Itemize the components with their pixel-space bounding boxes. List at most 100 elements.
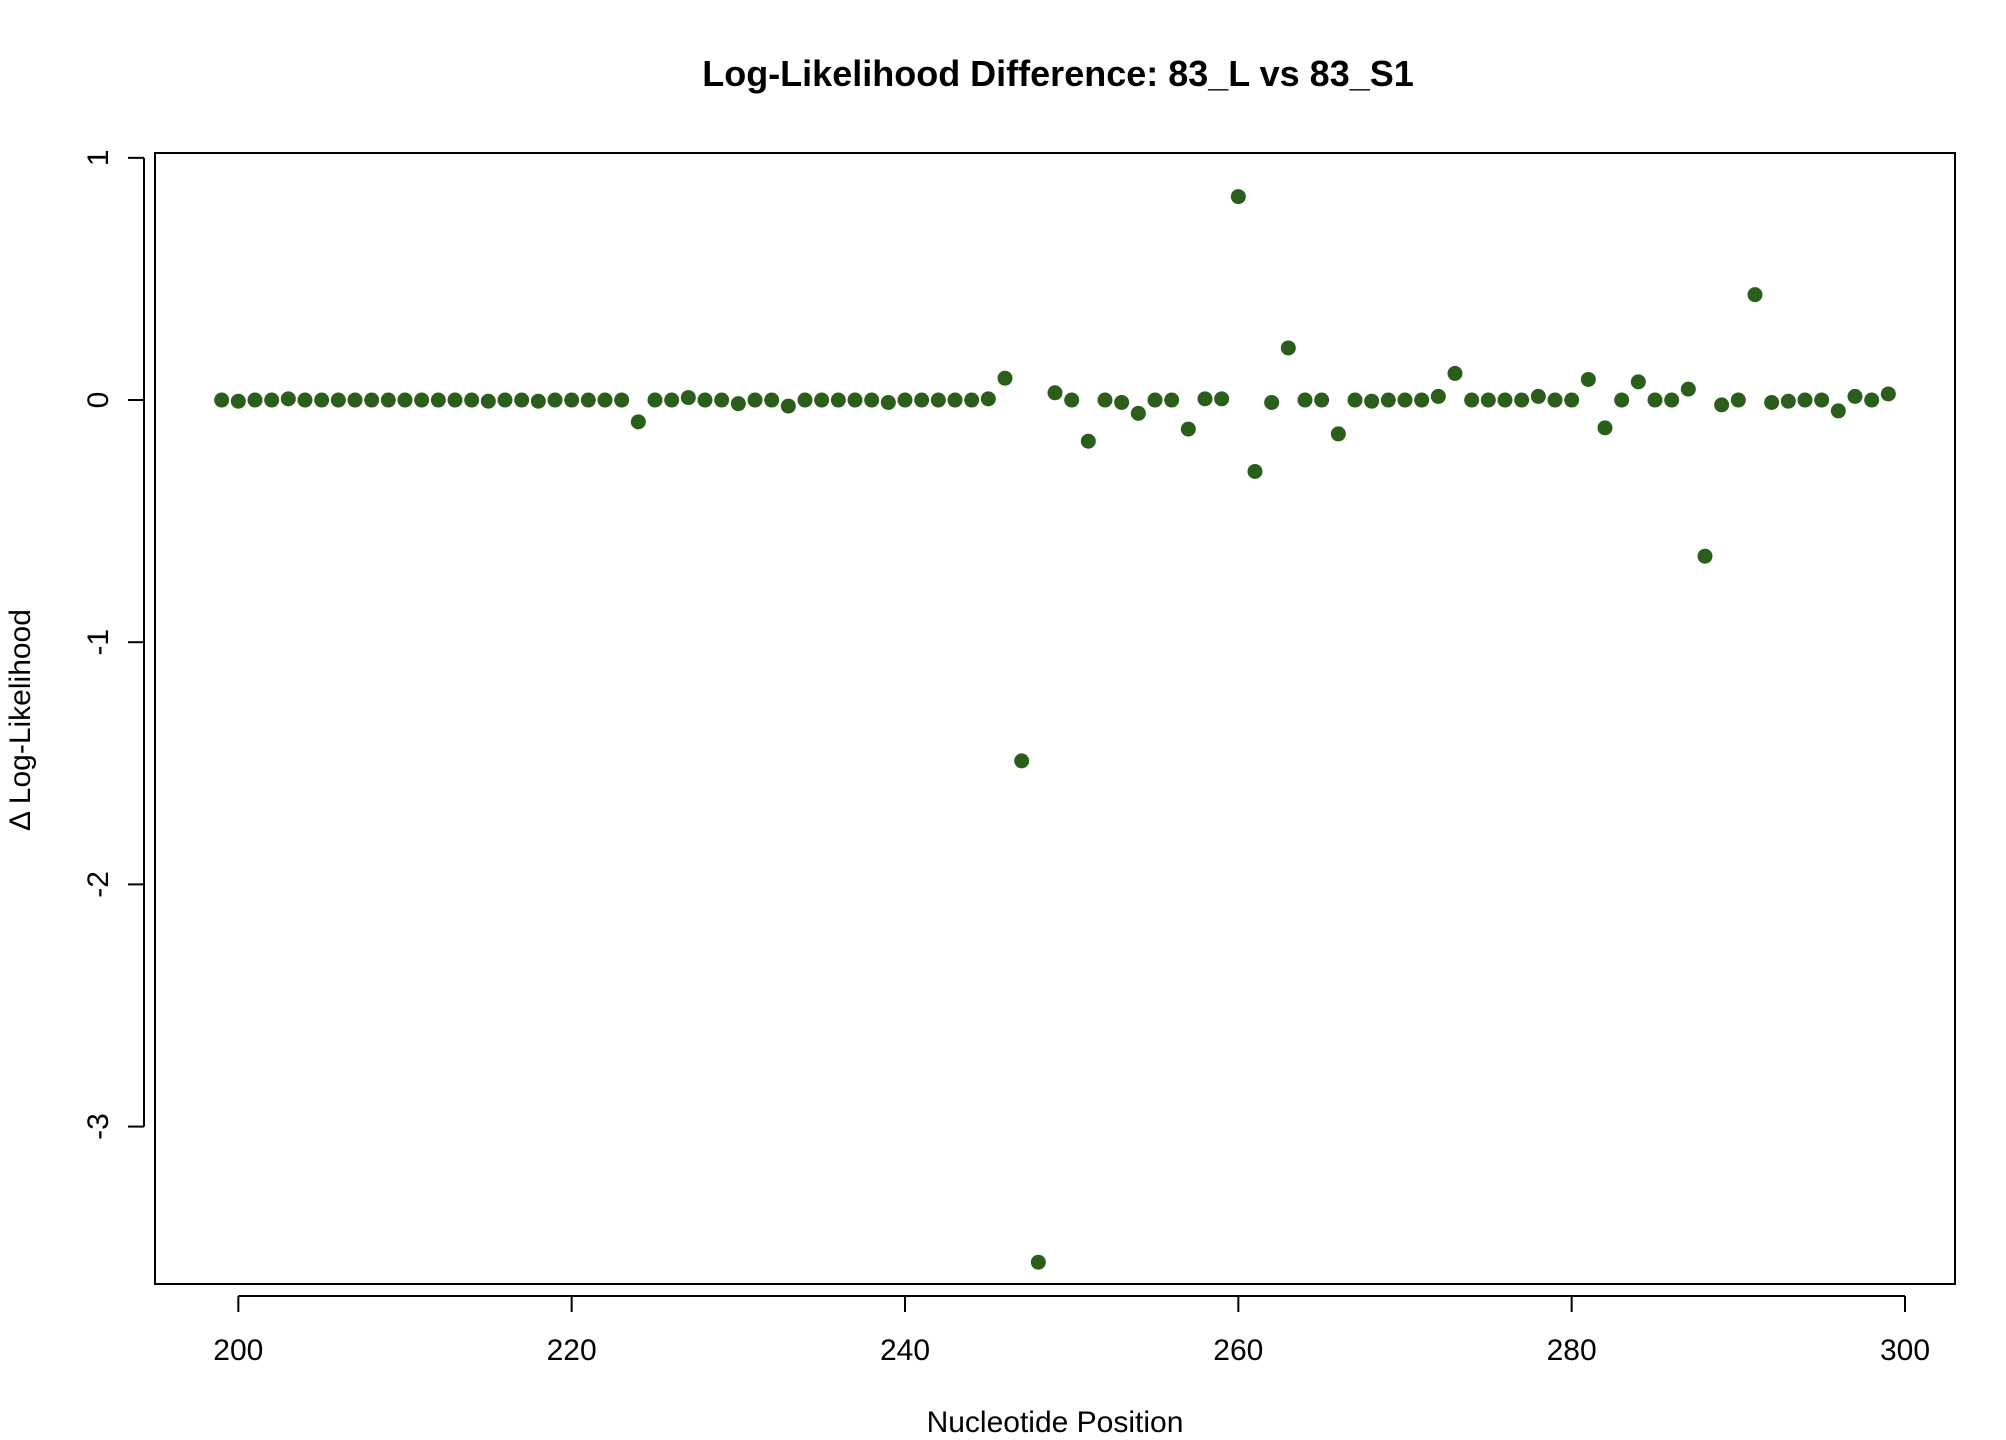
data-points — [214, 189, 1896, 1270]
data-point — [1397, 392, 1413, 408]
data-point — [897, 392, 913, 408]
data-point — [964, 392, 980, 408]
data-point — [980, 391, 996, 407]
data-point — [1797, 392, 1813, 408]
data-point — [480, 393, 496, 409]
data-point — [1597, 420, 1613, 436]
data-point — [214, 392, 230, 408]
data-point — [780, 398, 796, 414]
data-point — [847, 392, 863, 408]
data-point — [1097, 392, 1113, 408]
x-axis: 200 220 240 260 280 300 — [213, 1295, 1930, 1367]
x-axis-label: Nucleotide Position — [927, 1406, 1184, 1439]
y-tick-label: 1 — [82, 149, 115, 166]
data-point — [1380, 392, 1396, 408]
data-point — [747, 392, 763, 408]
data-point — [1730, 392, 1746, 408]
data-point — [1880, 386, 1896, 402]
data-point — [1497, 392, 1513, 408]
data-point — [580, 392, 596, 408]
data-point — [464, 392, 480, 408]
plot-frame — [154, 152, 1956, 1285]
data-point — [1864, 392, 1880, 408]
data-point — [397, 392, 413, 408]
data-point — [1030, 1254, 1046, 1270]
data-point — [880, 394, 896, 410]
data-point — [364, 392, 380, 408]
data-point — [1114, 394, 1130, 410]
data-point — [1530, 388, 1546, 404]
data-point — [1230, 189, 1246, 205]
y-tick-label: -2 — [82, 871, 115, 898]
data-point — [1514, 392, 1530, 408]
data-point — [1264, 394, 1280, 410]
data-point — [1347, 392, 1363, 408]
data-point — [1564, 392, 1580, 408]
data-point — [1414, 392, 1430, 408]
data-point — [814, 392, 830, 408]
data-point — [1164, 392, 1180, 408]
data-point — [1747, 287, 1763, 303]
data-point — [1580, 371, 1596, 387]
x-tick-label: 280 — [1547, 1334, 1597, 1367]
data-point — [1664, 392, 1680, 408]
data-point — [1047, 385, 1063, 401]
data-point — [1430, 388, 1446, 404]
data-point — [797, 392, 813, 408]
data-point — [1647, 392, 1663, 408]
y-tick-label: -3 — [82, 1113, 115, 1140]
data-point — [1064, 392, 1080, 408]
data-point — [1130, 405, 1146, 421]
data-point — [447, 392, 463, 408]
data-point — [1614, 392, 1630, 408]
data-point — [330, 392, 346, 408]
chart-title: Log-Likelihood Difference: 83_L vs 83_S1 — [702, 53, 1414, 94]
x-tick-label: 300 — [1880, 1334, 1930, 1367]
data-point — [280, 391, 296, 407]
data-point — [1330, 426, 1346, 442]
data-point — [1447, 365, 1463, 381]
data-point — [430, 392, 446, 408]
data-point — [1630, 374, 1646, 390]
data-point — [947, 392, 963, 408]
data-point — [664, 392, 680, 408]
data-point — [1297, 392, 1313, 408]
x-tick-label: 200 — [213, 1334, 263, 1367]
data-point — [1814, 392, 1830, 408]
data-point — [1214, 391, 1230, 407]
data-point — [630, 414, 646, 430]
data-point — [497, 392, 513, 408]
x-tick-label: 220 — [547, 1334, 597, 1367]
data-point — [380, 392, 396, 408]
data-point — [314, 392, 330, 408]
data-point — [697, 392, 713, 408]
data-point — [1830, 403, 1846, 419]
data-point — [597, 392, 613, 408]
y-axis: -3 -2 -1 0 1 — [82, 149, 145, 1140]
data-point — [1180, 421, 1196, 437]
data-point — [230, 393, 246, 409]
data-point — [1480, 392, 1496, 408]
data-point — [247, 392, 263, 408]
data-point — [414, 392, 430, 408]
data-point — [914, 392, 930, 408]
y-tick-label: -1 — [82, 629, 115, 656]
x-tick-label: 260 — [1213, 1334, 1263, 1367]
data-point — [647, 392, 663, 408]
data-point — [930, 392, 946, 408]
data-point — [1464, 392, 1480, 408]
data-point — [547, 392, 563, 408]
data-point — [730, 396, 746, 412]
data-point — [1680, 381, 1696, 397]
data-point — [264, 392, 280, 408]
data-point — [997, 370, 1013, 386]
data-point — [1714, 397, 1730, 413]
data-point — [680, 390, 696, 406]
data-point — [347, 392, 363, 408]
y-tick-label: 0 — [82, 392, 115, 409]
data-point — [764, 392, 780, 408]
data-point — [1147, 392, 1163, 408]
data-point — [1764, 394, 1780, 410]
data-point — [1847, 388, 1863, 404]
